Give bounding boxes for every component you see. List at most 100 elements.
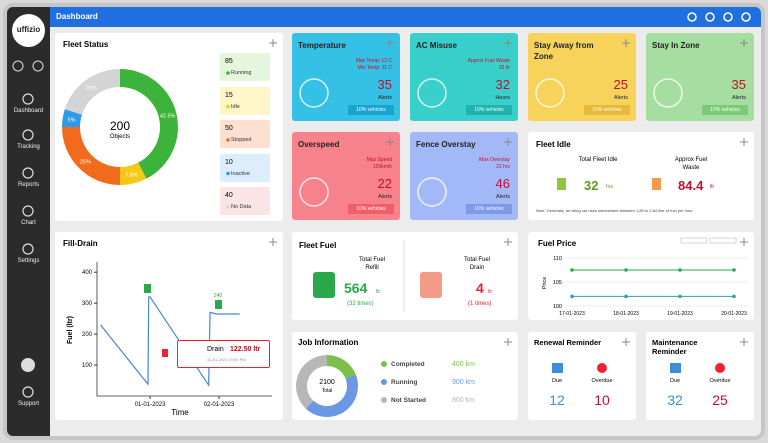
logo: uffizio (16, 25, 41, 34)
status-box: 85 Running (220, 53, 270, 81)
idle-value: 32 (584, 178, 599, 193)
overdue-value: 25 (712, 392, 728, 408)
due-label: Due (551, 378, 563, 384)
card: Stay In Zone 35 Alerts 10% vehicles (646, 33, 754, 121)
status-name: No Data (231, 204, 252, 210)
badge-text: 10% vehicles (356, 107, 386, 113)
tile-detail: 120km/h (372, 164, 392, 170)
text: Approx Fuel Waste (674, 157, 708, 171)
tile-value: 32 (495, 77, 510, 92)
card-title: Fuel Price (538, 239, 577, 248)
refill-value: 564 (344, 280, 368, 296)
tile-detail: Min Temp: 11 C (357, 65, 392, 71)
tile-unit: Alerts (377, 194, 392, 200)
donut-total-label: Total (321, 388, 333, 394)
status-count: 50 (225, 125, 233, 132)
status-box: 15 Idle (220, 86, 270, 115)
job-name: Completed (391, 361, 425, 368)
card: Fill-Drain (55, 232, 283, 420)
status-box: 40 No Data (220, 187, 270, 215)
text: (32 times) (347, 301, 374, 307)
badge-text: 10% vehicles (474, 206, 504, 212)
badge-text: 10% vehicles (474, 107, 504, 113)
sidebar-item[interactable]: Reports (17, 182, 39, 188)
donut-total: 2100 (319, 379, 335, 386)
due-label: Due (669, 378, 681, 384)
logo-circle (12, 14, 45, 47)
card: Fleet Idle Total Fleet Idle 32 hrs Approx Fu… (528, 132, 754, 220)
status-box: 50 Stopped (220, 120, 270, 148)
status-count: 40 (225, 192, 233, 199)
tile-title: Stay Away from Zone (534, 41, 594, 61)
status-count: 10 (225, 158, 233, 166)
tile-badge: 10% vehicles (348, 105, 394, 115)
status-name: Stopped (231, 137, 252, 143)
waste-value: 84.4 (678, 178, 704, 193)
text: (1 times) (468, 301, 492, 307)
tile-unit: Alerts (495, 194, 510, 200)
due-value: 32 (667, 392, 683, 408)
text: Total Fuel Refill (358, 257, 385, 271)
badge-text: 10% vehicles (710, 107, 740, 113)
tile-title: AC Misuse (416, 41, 457, 50)
tile-unit: Alerts (613, 95, 628, 101)
tile-badge: 10% vehicles (348, 204, 394, 214)
sidebar-item[interactable]: Chart (21, 220, 36, 226)
tile-unit: Hours (495, 95, 510, 101)
tile-detail: Approx Fuel Waste (467, 58, 510, 64)
tile-value: 22 (377, 176, 392, 191)
tile-title: Temperature (298, 41, 346, 50)
due-value: 12 (549, 392, 565, 408)
job-value: 900 km (452, 379, 475, 386)
tile-detail: 22 hrs (496, 164, 510, 170)
sidebar-item[interactable]: Dashboard (13, 108, 44, 114)
card: Fuel Price (528, 232, 754, 320)
sidebar-item[interactable]: Tracking (17, 144, 40, 150)
tile-badge: 10% vehicles (702, 105, 748, 115)
card: Job Information Completed 400 km Running 900… (292, 332, 518, 420)
job-name: Not Started (391, 397, 427, 404)
tooltip-title: Drain (207, 346, 224, 353)
tooltip-time: 31-01-2021 03:00 PM (207, 357, 246, 362)
page-title: Dashboard (56, 12, 98, 21)
text: Total Fuel Drain (463, 257, 490, 271)
card-title: Fill-Drain (63, 239, 98, 248)
text: ltr (488, 289, 493, 295)
tile-value: 35 (731, 77, 746, 92)
status-name: Inactive (231, 170, 250, 177)
card-title: Renewal Reminder (534, 338, 602, 347)
donut-total: 200 (109, 119, 131, 133)
card: Temperature Max Temp: 13 C Min Temp: 11 C 3… (292, 33, 400, 121)
status-name: Running (231, 70, 252, 76)
text: ltr (710, 184, 715, 190)
tile-detail: Max Overstay (479, 157, 510, 163)
tile-value: 25 (613, 77, 628, 92)
tile-value: 35 (377, 77, 392, 92)
top-bar (50, 7, 761, 27)
card-title: Job Information (298, 338, 359, 347)
card: Fleet Fuel Total Fuel Refill 564 ltr (32 tim… (292, 232, 518, 320)
status-count: 85 (225, 58, 233, 65)
card: Fence Overstay Max Overstay 22 hrs 46 Alerts… (410, 132, 518, 220)
badge-text: 10% vehicles (592, 107, 622, 113)
overdue-label: Overdue (591, 378, 613, 384)
tile-detail: Max Temp: 13 C (355, 58, 392, 64)
status-count: 15 (225, 91, 233, 99)
donut-total-label: Objects (109, 134, 131, 140)
status-name: Idle (231, 103, 240, 110)
overdue-label: Overdue (709, 378, 731, 384)
tile-unit: Alerts (377, 95, 392, 101)
tile-title: Stay In Zone (652, 41, 700, 50)
note: Note: Generally, an idling car uses some… (536, 208, 694, 213)
tile-detail: Max Speed (366, 157, 392, 163)
sidebar-item[interactable]: Settings (17, 258, 40, 264)
drain-value: 4 (476, 280, 484, 296)
job-value: 800 km (452, 397, 475, 404)
card: AC Misuse Approx Fuel Waste 32 ltr 32 Hours 1… (410, 33, 518, 121)
text: ltr (376, 289, 381, 295)
text: Total Fleet Idle (578, 157, 618, 163)
text: hrs (606, 184, 613, 190)
tile-title: Fence Overstay (416, 140, 476, 149)
card-title: Fleet Status (63, 40, 109, 49)
sidebar-item[interactable]: Support (17, 401, 39, 407)
